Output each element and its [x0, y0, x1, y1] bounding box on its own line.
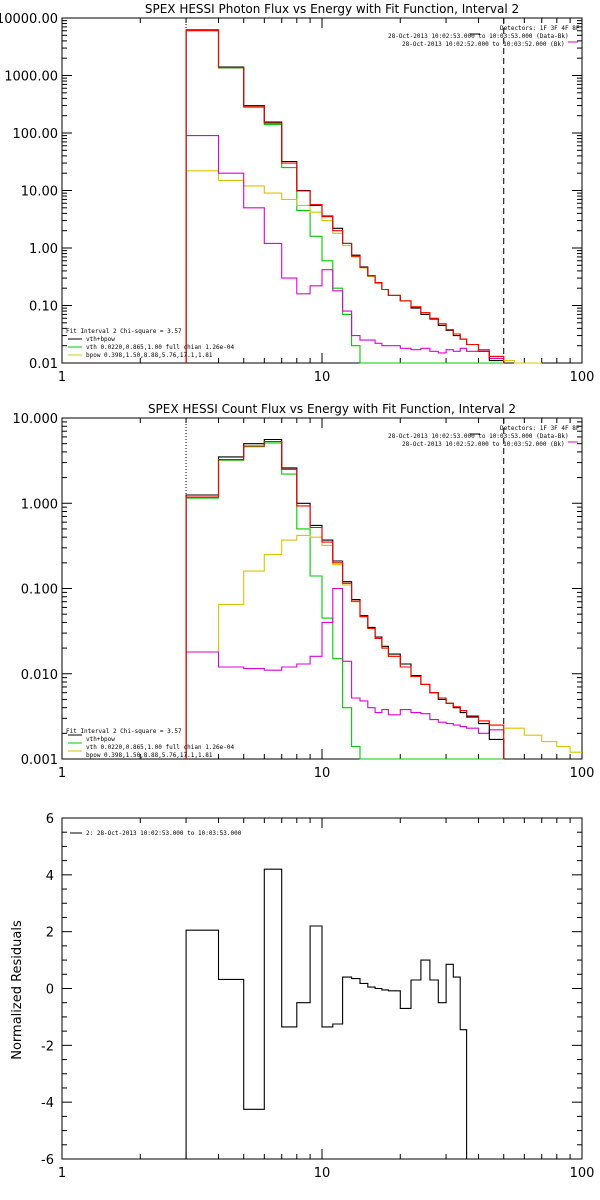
- y-tick-label: 1.00: [29, 242, 58, 257]
- count-flux-title: SPEX HESSI Count Flux vs Energy with Fit…: [148, 402, 516, 416]
- y-tick-label: 0.010: [21, 668, 58, 683]
- series-total-line: [185, 29, 505, 363]
- y-tick-label: 0.01: [29, 357, 58, 372]
- count-legend-chisq: Fit Interval 2 Chi-square = 3.57: [66, 728, 182, 735]
- count-flux-series: [185, 418, 582, 760]
- residuals-panel: 1 10 100 -6 -4 -2 0 2 4 6 Normalized Residuals 2:…: [10, 812, 594, 1181]
- count-legend-swatches: [68, 433, 578, 752]
- count-legend-vth: vth 0.0220,0.865,1.00 full chian 1.26e-0…: [86, 744, 234, 751]
- photon-legend-bpow: bpow 0.398,1.50,8.88,5.76,17.1,1.81: [86, 352, 213, 359]
- series-fit-line: [185, 440, 505, 759]
- y-tick-label: 10.000: [13, 412, 59, 427]
- residuals-series: [185, 868, 468, 1159]
- y-tick-label: 0.001: [21, 753, 58, 768]
- count-legend-bk: 28-Oct-2013 10:02:52.000 to 10:03:52.000…: [402, 441, 565, 448]
- count-legend-detectors: Detectors: 1F 3F 4F 8F: [500, 425, 580, 432]
- x-tick-label: 10: [314, 370, 331, 385]
- y-tick-label: 1.000: [21, 497, 58, 512]
- y-tick-label: 100.00: [13, 127, 59, 142]
- residuals-ylabel: Normalized Residuals: [10, 920, 25, 1060]
- series-bpow-tail: [503, 360, 542, 364]
- count-legend-bpow: bpow 0.398,1.50,8.88,5.76,17.1,1.81: [86, 752, 213, 759]
- series-vth-line: [185, 30, 504, 364]
- photon-legend-bk: 28-Oct-2013 10:02:52.000 to 10:03:52.000…: [402, 41, 565, 48]
- y-tick-label: 10.00: [21, 185, 58, 200]
- series-bk-line: [186, 135, 504, 359]
- residuals-ticks: 1 10 100 -6 -4 -2 0 2 4 6: [41, 812, 594, 1181]
- series-bk-line: [186, 587, 504, 734]
- x-tick-label: 100: [570, 1166, 595, 1181]
- y-tick-label: 4: [46, 869, 54, 884]
- y-tick-label: 2: [46, 926, 54, 941]
- x-tick-label: 100: [570, 370, 595, 385]
- x-tick-label: 1: [58, 1166, 66, 1181]
- y-tick-label: 0: [46, 983, 54, 998]
- series-bpow-tail: [503, 727, 582, 753]
- y-tick-label: -2: [41, 1039, 54, 1054]
- series-vth-line: [185, 442, 504, 760]
- photon-legend-detectors: Detectors: 1F 3F 4F 8F: [500, 25, 580, 32]
- photon-flux-series: [185, 18, 542, 364]
- series-fit-line: [185, 29, 505, 363]
- y-tick-label: 6: [46, 812, 54, 827]
- x-tick-label: 1: [58, 370, 66, 385]
- y-tick-label: 10000.00: [0, 12, 58, 27]
- photon-legend-chisq: Fit Interval 2 Chi-square = 3.57: [66, 328, 182, 335]
- photon-flux-title: SPEX HESSI Photon Flux vs Energy with Fi…: [145, 2, 519, 16]
- count-flux-panel: SPEX HESSI Count Flux vs Energy with Fit…: [13, 402, 595, 781]
- x-tick-label: 1: [58, 766, 66, 781]
- y-tick-label: -4: [41, 1096, 54, 1111]
- photon-legend-swatches: [68, 33, 578, 356]
- x-tick-label: 10: [314, 766, 331, 781]
- residuals-legend: 2: 28-Oct-2013 10:02:53.000 to 10:03:53.…: [86, 830, 242, 837]
- photon-legend-vthbpow: vth+bpow: [86, 336, 115, 343]
- photon-legend-vth: vth 0.0220,0.865,1.00 full chian 1.26e-0…: [86, 344, 234, 351]
- count-flux-ticks: 1 10 100 0.001 0.010 0.100 1.000 10.000: [13, 412, 595, 781]
- x-tick-label: 10: [314, 1166, 331, 1181]
- y-tick-label: 1000.00: [4, 70, 58, 85]
- series-total-line: [185, 438, 505, 759]
- y-tick-label: -6: [41, 1153, 54, 1168]
- y-tick-label: 0.100: [21, 583, 58, 598]
- residuals-step-line: [185, 868, 468, 1159]
- photon-legend-data-bk: 28-Oct-2013 10:02:53.000 to 10:03:53.000…: [388, 33, 569, 40]
- photon-flux-ticks: 1 10 100 0.01 0.10 1.00 10.00 100.00 1000.00 1000…: [0, 12, 594, 385]
- count-legend-vthbpow: vth+bpow: [86, 736, 115, 743]
- x-tick-label: 100: [570, 766, 595, 781]
- count-legend-data-bk: 28-Oct-2013 10:02:53.000 to 10:03:53.000…: [388, 433, 569, 440]
- photon-flux-panel: SPEX HESSI Photon Flux vs Energy with Fi…: [0, 2, 594, 385]
- y-tick-label: 0.10: [29, 300, 58, 315]
